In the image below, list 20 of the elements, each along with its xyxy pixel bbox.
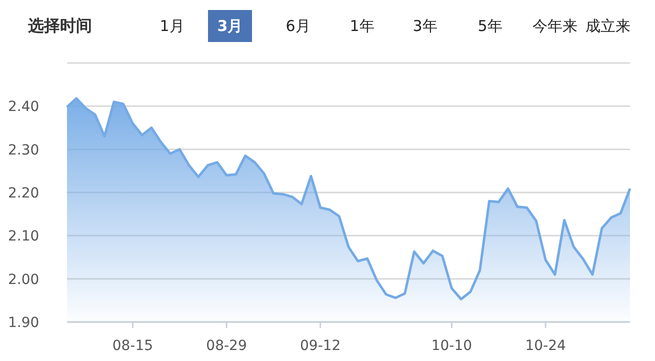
y-tick-label: 2.10: [8, 228, 40, 245]
text: 选择时间: [27, 16, 92, 35]
x-tick-label: 09-12: [300, 338, 341, 354]
x-tick-label: 08-15: [112, 338, 154, 354]
x-tick-label: 08-29: [206, 338, 247, 354]
x-tick-label: 10-24: [525, 338, 566, 354]
text: 今年来: [532, 17, 578, 35]
text: 3年: [412, 17, 438, 35]
y-tick-label: 1.90: [8, 315, 40, 331]
text: 3月: [217, 17, 243, 35]
y-tick-label: 2.00: [8, 272, 40, 288]
text: 5年: [478, 17, 502, 35]
text: 成立来: [586, 17, 630, 35]
x-tick-label: 10-10: [431, 338, 472, 354]
text: 1月: [160, 17, 184, 35]
y-tick-label: 2.30: [8, 142, 40, 158]
text: 6月: [286, 17, 310, 35]
y-tick-label: 2.20: [8, 186, 40, 202]
y-tick-label: 2.40: [8, 99, 40, 116]
text: 1年: [350, 17, 374, 35]
